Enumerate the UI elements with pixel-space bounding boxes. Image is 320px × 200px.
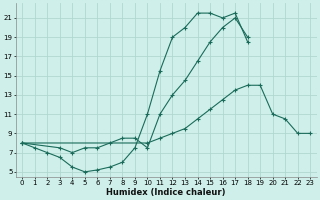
X-axis label: Humidex (Indice chaleur): Humidex (Indice chaleur) — [107, 188, 226, 197]
